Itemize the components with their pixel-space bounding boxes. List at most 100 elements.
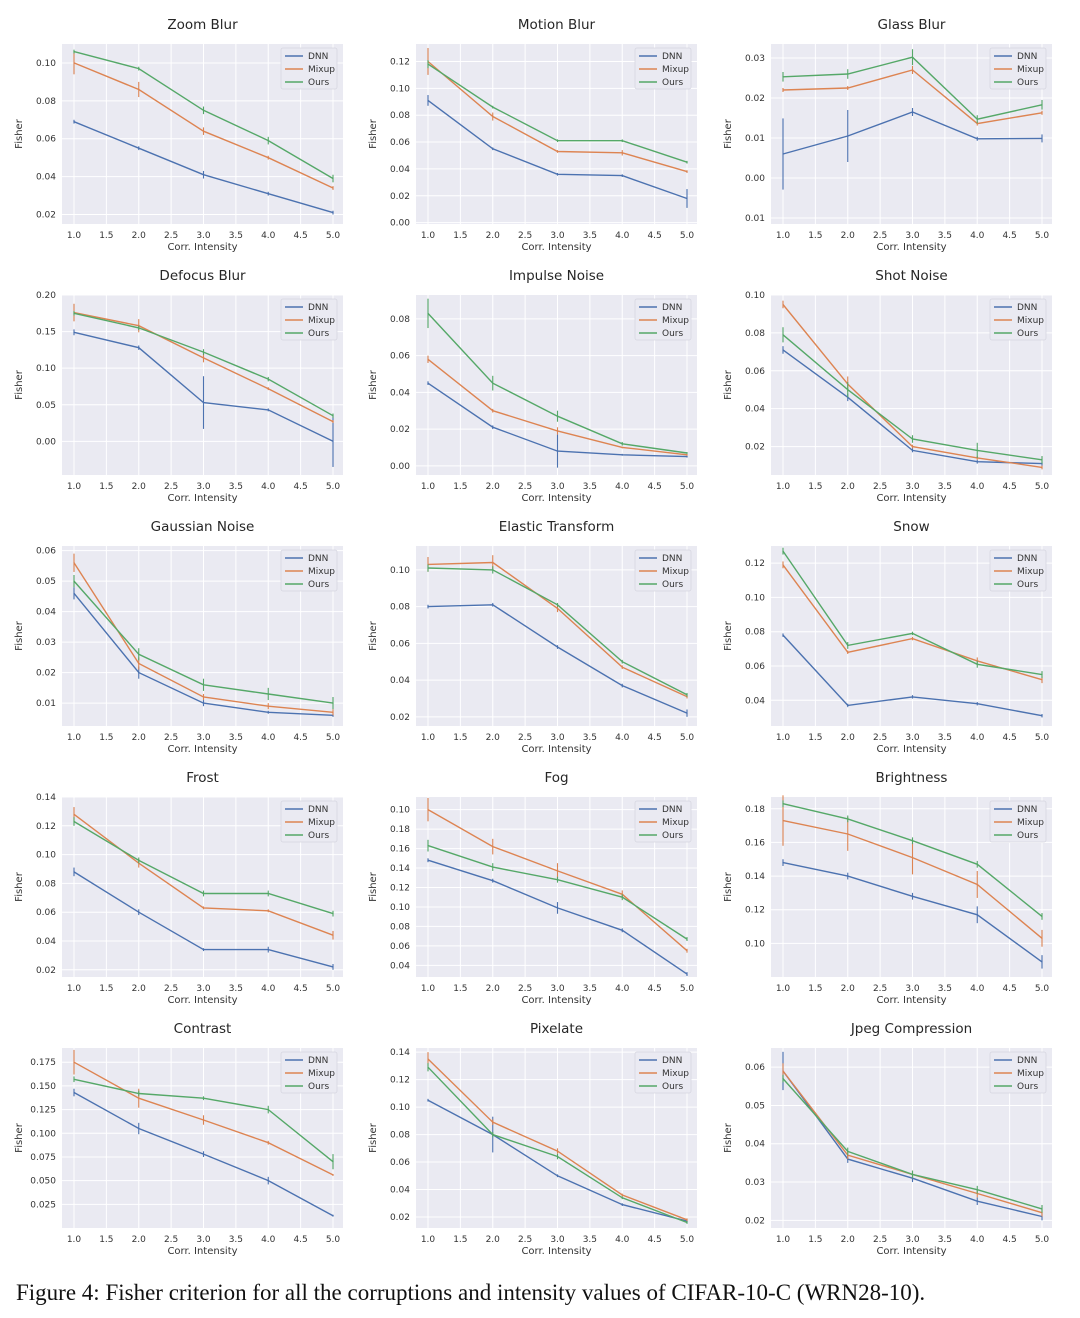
series-dnn [782, 108, 1043, 190]
data-point [267, 705, 269, 707]
x-tick-label: 4.0 [615, 1235, 630, 1245]
legend: DNN Mixup Ours [634, 800, 692, 843]
data-point [976, 1200, 978, 1202]
legend-box [634, 298, 692, 341]
chart-panel-shot-noise: Shot Noise 1.0 1.5 2.0 2.5 3.0 3.5 4.0 4.5 5.0 0.0… [723, 268, 1052, 504]
data-point [492, 148, 494, 150]
x-tick-label: 1.0 [776, 231, 791, 241]
y-tick-label: 0.00 [36, 437, 56, 447]
data-point [847, 1150, 849, 1153]
data-point [976, 461, 978, 463]
series-dnn [73, 119, 334, 215]
x-tick-label: 2.0 [486, 733, 501, 743]
data-point [782, 1078, 784, 1080]
series-ours [427, 298, 688, 454]
legend-box [280, 47, 338, 90]
data-point [556, 604, 559, 606]
y-tick-label: 0.175 [30, 1058, 56, 1068]
x-tick-label: 1.5 [99, 482, 113, 492]
data-point [976, 118, 978, 120]
x-tick-label: 3.5 [938, 1235, 952, 1245]
legend-label: Mixup [308, 818, 335, 828]
x-tick-label: 1.0 [776, 482, 791, 492]
legend-label: Ours [1017, 580, 1038, 590]
x-tick-label: 4.0 [970, 733, 985, 743]
y-axis-label: Fisher [368, 620, 379, 651]
legend-label: Mixup [308, 316, 335, 326]
data-point [267, 1142, 269, 1144]
data-point [556, 1150, 559, 1152]
data-point [1041, 679, 1043, 681]
legend-box [989, 549, 1047, 592]
data-point [492, 604, 494, 606]
chart-title: Glass Blur [878, 17, 946, 33]
data-point [332, 212, 334, 214]
legend-box [989, 47, 1047, 90]
legend-label: DNN [662, 554, 682, 564]
y-tick-label: 0.025 [30, 1200, 56, 1210]
data-point [202, 684, 205, 686]
data-point [73, 1078, 75, 1080]
y-tick-label: 0.06 [390, 138, 410, 148]
x-tick-label: 1.5 [808, 231, 822, 241]
x-tick-label: 4.5 [293, 733, 307, 743]
series-ours [427, 60, 688, 164]
y-tick-label: 0.08 [390, 922, 410, 932]
data-point [1041, 673, 1043, 676]
series-ours [73, 1076, 334, 1170]
series-dnn [427, 95, 688, 208]
x-tick-label: 2.0 [132, 231, 147, 241]
legend-box [989, 800, 1047, 843]
y-axis-label: Fisher [723, 369, 734, 400]
data-point [1041, 459, 1043, 461]
y-tick-label: 0.06 [390, 352, 410, 362]
data-point [621, 661, 623, 663]
data-point [686, 973, 688, 975]
y-tick-label: 0.06 [745, 367, 765, 377]
data-point [427, 1058, 429, 1060]
data-point [202, 702, 205, 704]
x-tick-label: 2.5 [873, 1235, 887, 1245]
y-tick-label: 0.04 [390, 1186, 410, 1196]
data-point [782, 1070, 784, 1072]
legend-box [634, 47, 692, 90]
data-point [73, 62, 75, 64]
y-tick-label: 0.050 [30, 1177, 56, 1187]
data-point [267, 388, 269, 390]
data-point [1041, 466, 1043, 469]
series-ours [73, 311, 334, 418]
y-tick-label: 0.04 [745, 696, 765, 706]
data-point [847, 651, 849, 653]
data-point [847, 818, 849, 820]
x-tick-label: 4.5 [647, 482, 661, 492]
x-tick-label: 1.0 [776, 733, 791, 743]
legend-label: DNN [1017, 52, 1037, 62]
x-tick-label: 2.0 [486, 984, 501, 994]
data-point [1041, 915, 1043, 918]
data-point [202, 949, 205, 951]
data-point [556, 450, 559, 452]
y-tick-label: 0.075 [30, 1153, 56, 1163]
data-point [202, 1119, 205, 1121]
chart-panel-defocus-blur: Defocus Blur 1.0 1.5 2.0 2.5 3.0 3.5 4.0 4.5 5.0 0… [14, 268, 343, 504]
x-tick-label: 1.0 [67, 733, 82, 743]
data-point [267, 892, 269, 895]
data-point [782, 303, 784, 306]
y-tick-label: 0.08 [745, 329, 765, 339]
legend-label: Ours [662, 1082, 683, 1092]
chart-title: Defocus Blur [159, 268, 246, 284]
data-point [911, 632, 914, 635]
data-point [621, 152, 623, 154]
x-tick-label: 3.5 [938, 482, 952, 492]
data-point [847, 87, 849, 89]
y-tick-label: 0.02 [390, 192, 410, 202]
chart-title: Fog [544, 770, 568, 786]
data-point [686, 938, 688, 940]
data-point [686, 456, 688, 458]
data-point [686, 1221, 688, 1224]
y-axis-label: Fisher [368, 871, 379, 902]
y-tick-label: 0.14 [36, 793, 56, 803]
legend-label: DNN [1017, 1056, 1037, 1066]
data-point [556, 140, 559, 142]
y-tick-label: 0.04 [36, 608, 56, 618]
